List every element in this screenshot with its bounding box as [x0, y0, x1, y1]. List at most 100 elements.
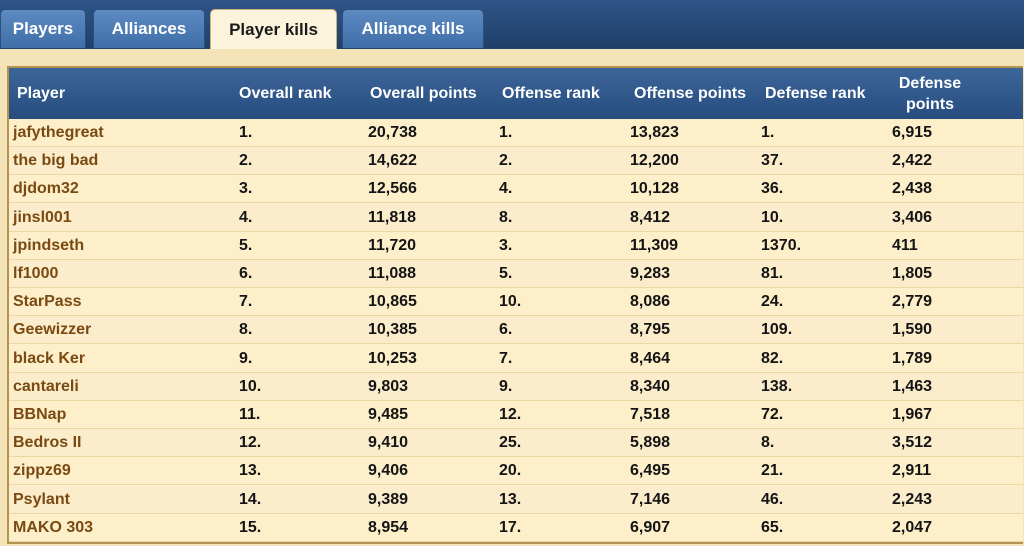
player-name[interactable]: jpindseth — [13, 236, 85, 254]
player-name[interactable]: black Ker — [13, 349, 86, 367]
defense-rank: 65. — [761, 518, 784, 536]
player-name[interactable]: jinsl001 — [13, 208, 72, 226]
player-name[interactable]: Psylant — [13, 490, 70, 508]
player-kills-table: Player Overall rank Overall points Offen… — [7, 66, 1023, 544]
table-row: MAKO 303 15. 8,954 17. 6,907 65. 2,047 — [9, 513, 1023, 542]
table-row: Psylant 14. 9,389 13. 7,146 46. 2,243 — [9, 485, 1023, 514]
offense-rank: 17. — [499, 518, 522, 536]
player-name[interactable]: zippz69 — [13, 462, 71, 480]
offense-rank: 9. — [499, 377, 513, 395]
header-defense-points: Defense points — [879, 68, 981, 119]
player-name[interactable]: lf1000 — [13, 265, 59, 282]
overall-rank: 13. — [239, 462, 262, 480]
offense-rank: 7. — [499, 349, 513, 367]
tab-player-kills[interactable]: Player kills — [210, 9, 337, 49]
overall-rank: 1. — [239, 124, 253, 141]
defense-points: 1,590 — [892, 321, 933, 339]
offense-points: 8,086 — [630, 293, 671, 311]
overall-points: 11,720 — [368, 236, 417, 254]
defense-rank: 1370. — [761, 236, 802, 254]
offense-rank: 8. — [499, 208, 513, 226]
overall-rank: 8. — [239, 321, 253, 339]
defense-points: 3,406 — [892, 208, 933, 226]
defense-rank: 24. — [761, 293, 784, 311]
defense-rank: 21. — [761, 462, 784, 480]
player-name[interactable]: StarPass — [13, 293, 82, 311]
overall-rank: 11. — [239, 406, 261, 423]
table-row: Bedros II 12. 9,410 25. 5,898 8. 3,512 — [9, 429, 1023, 458]
defense-points: 1,789 — [892, 349, 933, 367]
overall-points: 12,566 — [368, 180, 417, 198]
table-row: BBNap 11. 9,485 12. 7,518 72. 1,967 — [9, 401, 1023, 429]
defense-points: 2,243 — [892, 490, 933, 508]
offense-points: 6,907 — [630, 518, 671, 536]
defense-rank: 36. — [761, 180, 784, 198]
table-row: zippz69 13. 9,406 20. 6,495 21. 2,911 — [9, 457, 1023, 486]
top-navigation-bar: Players Alliances Player kills Alliance … — [0, 0, 1024, 49]
defense-points: 1,967 — [892, 406, 933, 423]
offense-rank: 25. — [499, 434, 522, 452]
header-offense-points: Offense points — [634, 85, 747, 102]
player-name[interactable]: Bedros II — [13, 434, 82, 452]
player-name[interactable]: MAKO 303 — [13, 518, 94, 536]
player-name[interactable]: djdom32 — [13, 180, 79, 198]
defense-rank: 81. — [761, 265, 784, 282]
defense-points: 3,512 — [892, 434, 933, 452]
table-row: jinsl001 4. 11,818 8. 8,412 10. 3,406 — [9, 203, 1023, 232]
defense-points: 1,805 — [892, 265, 933, 282]
tab-alliances[interactable]: Alliances — [93, 9, 205, 48]
offense-rank: 3. — [499, 236, 513, 254]
overall-rank: 7. — [239, 293, 253, 311]
defense-rank: 37. — [761, 152, 784, 170]
overall-points: 20,738 — [368, 124, 417, 141]
table-row: Geewizzer 8. 10,385 6. 8,795 109. 1,590 — [9, 316, 1023, 345]
player-name[interactable]: the big bad — [13, 152, 99, 170]
header-overall-rank: Overall rank — [239, 85, 332, 102]
overall-points: 9,485 — [368, 406, 409, 423]
player-name[interactable]: cantareli — [13, 377, 79, 395]
offense-points: 9,283 — [630, 265, 671, 282]
player-name[interactable]: Geewizzer — [13, 321, 92, 339]
table-row: jafythegreat 1. 20,738 1. 13,823 1. 6,915 — [9, 119, 1023, 147]
table-header: Player Overall rank Overall points Offen… — [9, 68, 1023, 119]
table-row: the big bad 2. 14,622 2. 12,200 37. 2,422 — [9, 147, 1023, 176]
header-player: Player — [17, 85, 66, 102]
offense-rank: 2. — [499, 152, 513, 170]
player-name[interactable]: BBNap — [13, 406, 67, 423]
offense-points: 7,518 — [630, 406, 671, 423]
offense-rank: 13. — [499, 490, 522, 508]
offense-rank: 12. — [499, 406, 522, 423]
defense-rank: 8. — [761, 434, 775, 452]
header-defense-points-line1: Defense — [898, 74, 962, 92]
overall-rank: 15. — [239, 518, 262, 536]
player-name[interactable]: jafythegreat — [13, 124, 104, 141]
tab-alliance-kills[interactable]: Alliance kills — [342, 9, 484, 48]
offense-rank: 10. — [499, 293, 522, 311]
overall-rank: 10. — [239, 377, 262, 395]
header-overall-points: Overall points — [370, 85, 477, 102]
offense-points: 8,795 — [630, 321, 671, 339]
overall-points: 14,622 — [368, 152, 417, 170]
overall-points: 10,385 — [368, 321, 417, 339]
offense-points: 10,128 — [630, 180, 679, 198]
defense-rank: 72. — [761, 406, 784, 423]
overall-points: 8,954 — [368, 518, 409, 536]
offense-points: 7,146 — [630, 490, 671, 508]
offense-points: 11,309 — [630, 236, 679, 254]
overall-rank: 9. — [239, 349, 253, 367]
defense-points: 6,915 — [892, 124, 933, 141]
table-row: black Ker 9. 10,253 7. 8,464 82. 1,789 — [9, 344, 1023, 373]
offense-points: 8,412 — [630, 208, 671, 226]
overall-points: 11,818 — [368, 208, 417, 226]
defense-rank: 109. — [761, 321, 793, 339]
overall-points: 9,406 — [368, 462, 409, 480]
tab-players[interactable]: Players — [0, 9, 86, 48]
overall-rank: 2. — [239, 152, 253, 170]
overall-points: 9,803 — [368, 377, 409, 395]
offense-rank: 20. — [499, 462, 522, 480]
overall-points: 9,410 — [368, 434, 409, 452]
overall-points: 10,865 — [368, 293, 417, 311]
offense-rank: 5. — [499, 265, 513, 282]
table-row: lf1000 6. 11,088 5. 9,283 81. 1,805 — [9, 260, 1023, 288]
defense-rank: 82. — [761, 349, 784, 367]
